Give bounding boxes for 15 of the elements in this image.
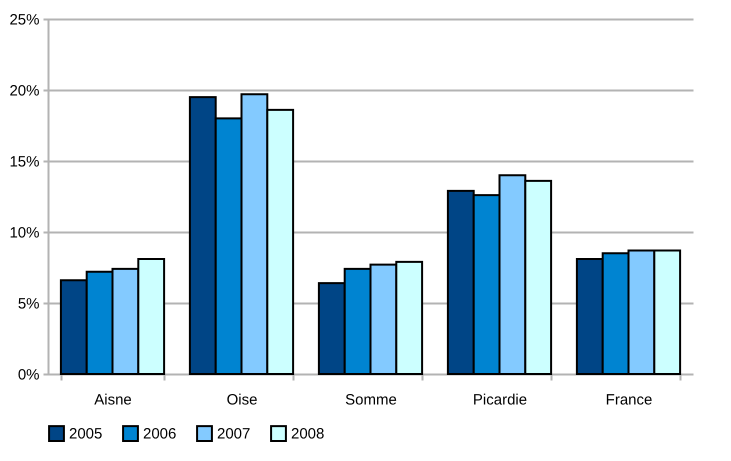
y-tick-label: 15% xyxy=(9,154,40,170)
y-tick-label: 20% xyxy=(9,82,40,100)
y-tick-label: 25% xyxy=(9,12,40,28)
y-tick-label: 5% xyxy=(18,296,40,312)
x-tick-label: France xyxy=(606,392,652,408)
legend-label: 2007 xyxy=(217,426,250,443)
x-tick-label: Somme xyxy=(345,392,397,408)
x-tick-label: Aisne xyxy=(94,392,132,408)
y-tick-label: 0% xyxy=(18,366,40,384)
x-tick-label: Oise xyxy=(226,392,258,408)
legend-label: 2005 xyxy=(69,426,102,443)
y-tick-label: 10% xyxy=(9,224,40,242)
x-tick-label: Picardie xyxy=(472,392,528,408)
legend-label: 2006 xyxy=(143,426,176,443)
legend-label: 2008 xyxy=(291,426,324,443)
